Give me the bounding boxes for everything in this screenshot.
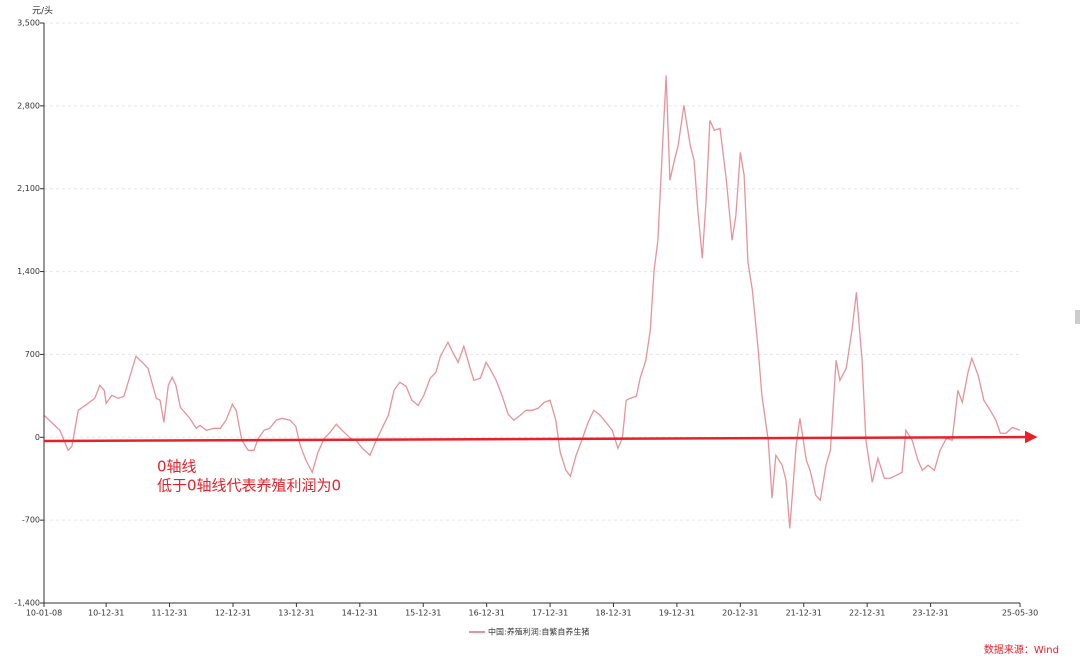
x-tick-label: 10-01-08 (26, 609, 62, 618)
x-tick-label: 23-12-31 (912, 609, 948, 618)
annotation: 低于0轴线代表养殖利润为0 (157, 477, 341, 495)
y-tick-label: 0 (35, 433, 40, 442)
y-tick-label: 1,400 (17, 267, 40, 276)
x-tick-label: 16-12-31 (469, 609, 505, 618)
y-tick-label: 700 (25, 350, 40, 359)
x-tick-label: 20-12-31 (722, 609, 758, 618)
plot (43, 75, 1021, 529)
y-tick-label: 3,500 (17, 19, 40, 28)
legend-label[interactable]: 中国:养殖利润:自繁自养生猪 (488, 627, 589, 637)
x-tick-label: 11-12-31 (151, 609, 187, 618)
x-tick-label: 13-12-31 (278, 609, 314, 618)
x-tick-label: 21-12-31 (786, 609, 822, 618)
y-tick-label: -1,400 (14, 599, 40, 608)
y-unit: 元/头 (32, 6, 53, 17)
line (43, 75, 1021, 529)
scrollbar (1075, 310, 1080, 324)
x-tick-label: 10-12-31 (88, 609, 124, 618)
x-tick-label: 12-12-31 (215, 609, 251, 618)
x-tick-label: 19-12-31 (659, 609, 695, 618)
x-tick-label: 22-12-31 (849, 609, 885, 618)
y-tick-label: 2,100 (17, 184, 40, 193)
x-tick-label: 17-12-31 (532, 609, 568, 618)
x-tick-label: 25-05-30 (1002, 609, 1038, 618)
annotation: 0轴线 (157, 458, 197, 476)
zero-arrow (43, 430, 1038, 444)
x-tick-label: 15-12-31 (405, 609, 441, 618)
y-tick-label: 2,800 (17, 101, 40, 110)
x-tick-label: 14-12-31 (342, 609, 378, 618)
y-tick-label: -700 (22, 516, 40, 525)
grid (40, 22, 1021, 607)
x-tick-label: 18-12-31 (595, 609, 631, 618)
source: 数据来源：Wind (984, 643, 1059, 656)
